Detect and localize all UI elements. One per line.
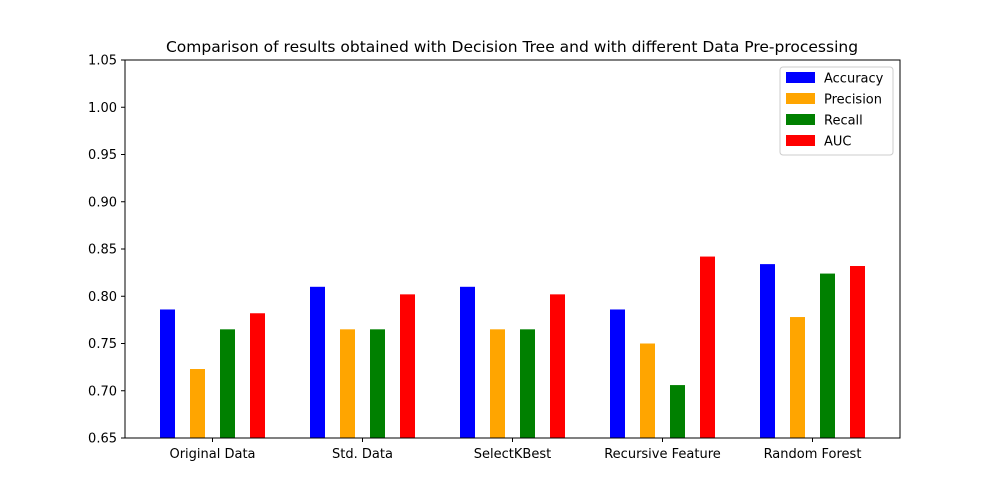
chart-title: Comparison of results obtained with Deci… xyxy=(166,38,858,56)
x-tick-label: Std. Data xyxy=(332,447,393,462)
legend-swatch-recall xyxy=(786,114,815,125)
y-tick-label: 0.80 xyxy=(88,290,117,305)
y-tick-label: 0.75 xyxy=(88,337,117,352)
plot-frame xyxy=(124,59,901,439)
bar-auc xyxy=(400,294,415,438)
legend-swatch-auc xyxy=(786,135,815,146)
y-axis: 0.65 0.70 0.75 0.80 0.85 0.90 0.95 1.00 1.05 xyxy=(88,54,125,447)
bar-recall xyxy=(670,385,685,438)
bar-accuracy xyxy=(310,286,325,438)
bar-accuracy xyxy=(460,286,475,438)
bar-auc xyxy=(550,294,565,438)
legend-box xyxy=(779,66,894,156)
bar-precision xyxy=(640,343,655,438)
x-tick-label: Original Data xyxy=(169,447,255,462)
y-tick-label: 0.85 xyxy=(88,243,117,258)
bar-recall xyxy=(520,329,535,438)
y-tick-label: 0.70 xyxy=(88,384,117,399)
legend: Accuracy Precision Recall AUC xyxy=(779,66,894,156)
x-tick-label: Recursive Feature xyxy=(604,447,721,462)
bar-precision xyxy=(790,317,805,438)
x-axis: Original Data Std. Data SelectKBest Recursi… xyxy=(169,438,861,462)
legend-label: Accuracy xyxy=(824,72,884,87)
bar-recall xyxy=(370,329,385,438)
bar-precision xyxy=(490,329,505,438)
bar-accuracy xyxy=(160,309,175,438)
y-tick-label: 0.65 xyxy=(88,432,117,447)
y-tick-label: 0.90 xyxy=(88,195,117,210)
y-tick-label: 1.05 xyxy=(88,54,117,69)
legend-label: AUC xyxy=(824,135,852,150)
bar-precision xyxy=(340,329,355,438)
x-tick-label: Random Forest xyxy=(764,447,862,462)
legend-swatch-accuracy xyxy=(786,72,815,83)
legend-label: Precision xyxy=(824,93,882,108)
bar-auc xyxy=(850,266,865,438)
bar-accuracy xyxy=(610,309,625,438)
y-tick-label: 1.00 xyxy=(88,101,117,116)
y-tick-label: 0.95 xyxy=(88,148,117,163)
bar-recall xyxy=(820,273,835,438)
x-tick-label: SelectKBest xyxy=(474,447,551,462)
legend-label: Recall xyxy=(824,114,863,129)
bars-layer xyxy=(160,256,865,438)
bar-precision xyxy=(190,369,205,438)
bar-auc xyxy=(700,256,715,438)
bar-recall xyxy=(220,329,235,438)
legend-swatch-precision xyxy=(786,93,815,104)
bar-auc xyxy=(250,313,265,438)
bar-accuracy xyxy=(760,264,775,438)
